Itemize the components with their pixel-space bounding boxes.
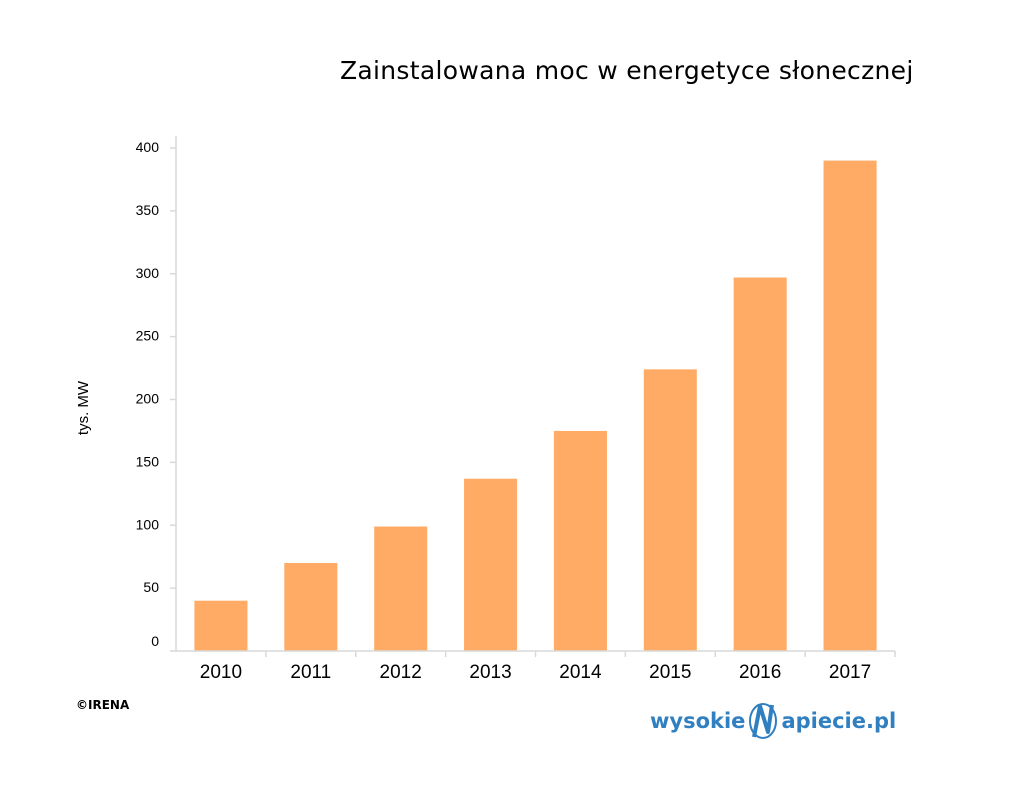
- x-axis-ticks: 2010 2011 2012 2013 2014 2015 2016 2017: [200, 651, 896, 683]
- y-tick-label: 0: [151, 633, 159, 649]
- y-axis-ticks: 0 50 100 150 200 250 300 350 400: [136, 139, 176, 652]
- bars: [194, 160, 877, 651]
- chart-title: Zainstalowana moc w energetyce słoneczne…: [340, 56, 914, 85]
- logo-n-mark-icon: N: [749, 703, 778, 739]
- y-tick-label: 300: [136, 265, 160, 281]
- bar-2013: [464, 478, 518, 651]
- y-tick-label: 150: [136, 453, 160, 469]
- bar-2017: [823, 160, 877, 651]
- x-tick-label-2012: 2012: [380, 662, 422, 683]
- y-axis-label: tys. MW: [75, 380, 92, 435]
- y-tick-label: 400: [136, 139, 160, 155]
- bar-2011: [284, 562, 338, 651]
- x-tick-label-2011: 2011: [290, 662, 331, 683]
- bar-2016: [733, 277, 787, 651]
- source-credit: ©IRENA: [76, 698, 130, 712]
- logo-text-left: wysokie: [650, 709, 746, 733]
- logo-text-right: apiecie.pl: [781, 709, 897, 733]
- y-tick-label: 350: [136, 202, 160, 218]
- x-tick-label-2017: 2017: [829, 662, 871, 683]
- bar-2012: [374, 526, 428, 651]
- x-tick-label-2015: 2015: [649, 662, 691, 683]
- bar-2015: [643, 369, 697, 651]
- brand-logo: wysokie N apiecie.pl: [650, 700, 896, 740]
- y-tick-label: 50: [143, 579, 159, 595]
- bar-2014: [553, 430, 607, 651]
- bar-2010: [194, 600, 248, 651]
- y-tick-label: 250: [136, 328, 160, 344]
- y-tick-label: 100: [136, 516, 160, 532]
- x-tick-label-2010: 2010: [200, 662, 242, 683]
- x-tick-label-2013: 2013: [469, 662, 511, 683]
- y-tick-label: 200: [136, 391, 160, 407]
- x-tick-label-2016: 2016: [739, 662, 781, 683]
- x-tick-label-2014: 2014: [559, 662, 602, 683]
